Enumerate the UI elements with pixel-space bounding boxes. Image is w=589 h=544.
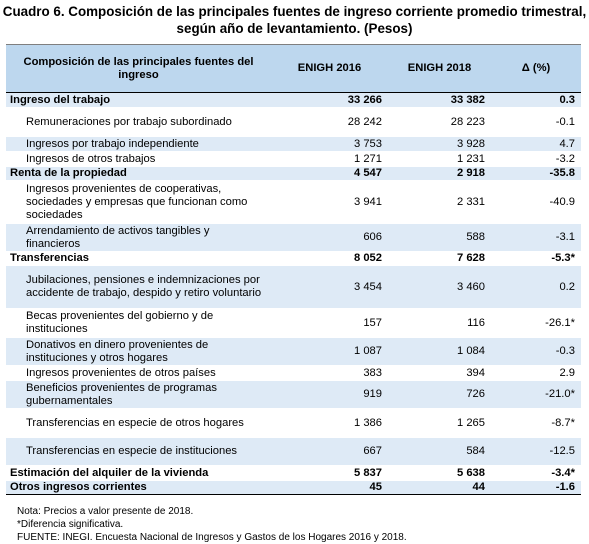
row-label: Renta de la propiedad <box>6 166 271 181</box>
row-label: Ingresos por trabajo independiente <box>6 136 271 152</box>
table-row: Jubilaciones, pensiones e indemnizacione… <box>6 265 581 309</box>
value-2018: 1 265 <box>388 408 491 438</box>
value-2016: 45 <box>271 480 388 495</box>
title-line-2: según año de levantamiento. (Pesos) <box>176 21 413 36</box>
header-delta: Δ (%) <box>491 44 581 93</box>
value-delta: -0.1 <box>491 107 581 137</box>
note-source: FUENTE: INEGI. Encuesta Nacional de Ingr… <box>17 532 407 543</box>
table-row: Transferencias 8 052 7 628 -5.3* <box>6 251 581 266</box>
table-notes: Nota: Precios a valor presente de 2018. … <box>17 505 407 544</box>
table-row: Otros ingresos corrientes 45 44 -1.6 <box>6 480 581 495</box>
value-2018: 3 460 <box>388 265 491 309</box>
row-label: Estimación del alquiler de la vivienda <box>6 465 271 481</box>
row-label: Remuneraciones por trabajo subordinado <box>6 107 271 137</box>
value-delta: 4.7 <box>491 136 581 152</box>
value-delta: -3.4* <box>491 465 581 481</box>
row-label: Ingreso del trabajo <box>6 92 271 108</box>
row-label: Ingresos de otros trabajos <box>6 151 271 167</box>
table-row: Ingreso del trabajo 33 266 33 382 0.3 <box>6 92 581 108</box>
table-row: Ingresos de otros trabajos 1 271 1 231 -… <box>6 151 581 167</box>
value-2016: 5 837 <box>271 465 388 481</box>
row-label: Transferencias en especie de otros hogar… <box>6 408 271 438</box>
value-2018: 2 918 <box>388 166 491 181</box>
value-2016: 1 087 <box>271 337 388 366</box>
header-composition: Composición de las principales fuentes d… <box>6 44 271 93</box>
row-label: Ingresos provenientes de otros países <box>6 365 271 381</box>
table-row: Ingresos provenientes de cooperativas, s… <box>6 180 581 224</box>
row-label: Otros ingresos corrientes <box>6 480 271 495</box>
table-row: Ingresos provenientes de otros países 38… <box>6 365 581 381</box>
value-2018: 726 <box>388 380 491 409</box>
table-row: Estimación del alquiler de la vivienda 5… <box>6 465 581 481</box>
row-label: Ingresos provenientes de cooperativas, s… <box>6 180 271 224</box>
value-2016: 28 242 <box>271 107 388 137</box>
table-row: Arrendamiento de activos tangibles y fin… <box>6 223 581 252</box>
value-delta: -21.0* <box>491 380 581 409</box>
value-2018: 116 <box>388 308 491 338</box>
header-enigh-2016: ENIGH 2016 <box>271 44 388 93</box>
value-delta: 0.2 <box>491 265 581 309</box>
row-label: Arrendamiento de activos tangibles y fin… <box>6 223 271 252</box>
value-2016: 1 271 <box>271 151 388 167</box>
value-2018: 2 331 <box>388 180 491 224</box>
header-enigh-2018: ENIGH 2018 <box>388 44 491 93</box>
value-delta: -5.3* <box>491 251 581 266</box>
table-title: Cuadro 6. Composición de las principales… <box>0 3 589 37</box>
value-2016: 33 266 <box>271 92 388 108</box>
table-row: Becas provenientes del gobierno y de ins… <box>6 308 581 338</box>
row-label: Beneficios provenientes de programas gub… <box>6 380 271 409</box>
value-2018: 3 928 <box>388 136 491 152</box>
value-2018: 5 638 <box>388 465 491 481</box>
value-2016: 383 <box>271 365 388 381</box>
value-delta: 0.3 <box>491 92 581 108</box>
value-2018: 28 223 <box>388 107 491 137</box>
table-row: Ingresos por trabajo independiente 3 753… <box>6 136 581 152</box>
value-2016: 3 454 <box>271 265 388 309</box>
value-2018: 7 628 <box>388 251 491 266</box>
row-label: Transferencias <box>6 251 271 266</box>
value-2018: 1 231 <box>388 151 491 167</box>
value-2016: 3 941 <box>271 180 388 224</box>
value-2018: 1 084 <box>388 337 491 366</box>
table-row: Beneficios provenientes de programas gub… <box>6 380 581 409</box>
table-row: Transferencias en especie de institucion… <box>6 437 581 466</box>
table-row: Renta de la propiedad 4 547 2 918 -35.8 <box>6 166 581 181</box>
row-label: Donativos en dinero provenientes de inst… <box>6 337 271 366</box>
value-delta: -35.8 <box>491 166 581 181</box>
row-label: Becas provenientes del gobierno y de ins… <box>6 308 271 338</box>
value-delta: -0.3 <box>491 337 581 366</box>
value-2016: 919 <box>271 380 388 409</box>
row-label: Jubilaciones, pensiones e indemnizacione… <box>6 265 271 309</box>
value-delta: -1.6 <box>491 480 581 495</box>
note-significance: *Diferencia significativa. <box>17 519 124 530</box>
value-2018: 588 <box>388 223 491 252</box>
value-delta: -26.1* <box>491 308 581 338</box>
value-delta: 2.9 <box>491 365 581 381</box>
value-2016: 606 <box>271 223 388 252</box>
row-label: Transferencias en especie de institucion… <box>6 437 271 466</box>
value-delta: -8.7* <box>491 408 581 438</box>
value-2018: 33 382 <box>388 92 491 108</box>
value-delta: -3.1 <box>491 223 581 252</box>
table-row: Donativos en dinero provenientes de inst… <box>6 337 581 366</box>
value-2018: 394 <box>388 365 491 381</box>
note-prices: Nota: Precios a valor presente de 2018. <box>17 506 194 517</box>
value-2016: 157 <box>271 308 388 338</box>
value-delta: -12.5 <box>491 437 581 466</box>
value-delta: -3.2 <box>491 151 581 167</box>
value-2018: 584 <box>388 437 491 466</box>
value-2018: 44 <box>388 480 491 495</box>
table-row: Transferencias en especie de otros hogar… <box>6 408 581 438</box>
value-2016: 3 753 <box>271 136 388 152</box>
value-2016: 667 <box>271 437 388 466</box>
title-line-1: Cuadro 6. Composición de las principales… <box>2 4 587 19</box>
value-delta: -40.9 <box>491 180 581 224</box>
table-row: Remuneraciones por trabajo subordinado 2… <box>6 107 581 137</box>
value-2016: 8 052 <box>271 251 388 266</box>
value-2016: 1 386 <box>271 408 388 438</box>
header-row: Composición de las principales fuentes d… <box>6 44 581 93</box>
income-table: Composición de las principales fuentes d… <box>6 44 581 495</box>
value-2016: 4 547 <box>271 166 388 181</box>
